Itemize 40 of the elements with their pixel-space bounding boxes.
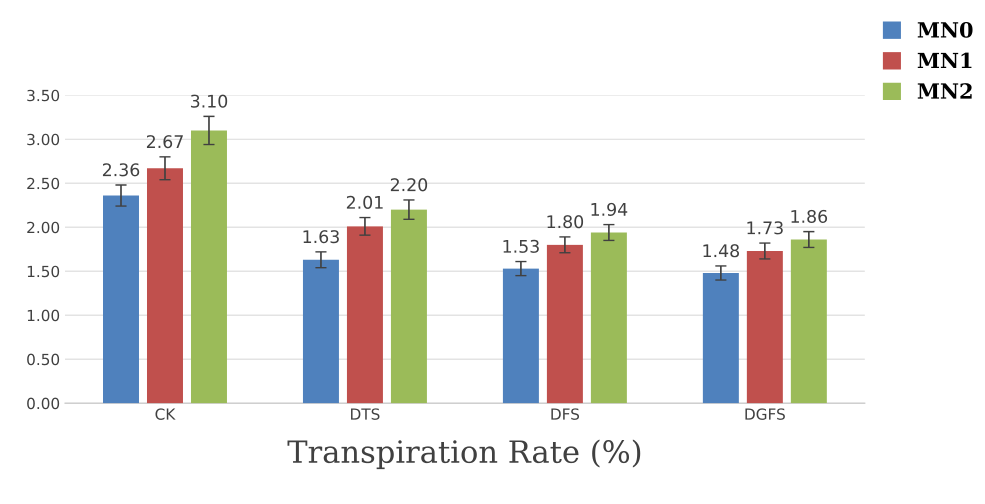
data-label: 1.73 bbox=[747, 221, 783, 234]
y-tick-label: 2.50 bbox=[27, 178, 60, 190]
y-tick-label: 1.00 bbox=[28, 310, 60, 322]
bar bbox=[790, 240, 827, 404]
bar bbox=[302, 260, 339, 404]
data-label: 2.67 bbox=[146, 135, 183, 148]
legend-label: MN1 bbox=[918, 52, 972, 68]
y-tick-label: 0.50 bbox=[27, 354, 60, 366]
x-tick-label: DTS bbox=[351, 408, 380, 420]
y-tick-label: 1.50 bbox=[28, 266, 60, 278]
data-label: 1.63 bbox=[304, 230, 339, 244]
data-label: 1.53 bbox=[503, 240, 539, 253]
x-tick-label: CK bbox=[156, 408, 176, 420]
data-label: 1.86 bbox=[791, 210, 828, 223]
y-tick-label: 2.00 bbox=[27, 222, 60, 234]
y-tick-label: 3.50 bbox=[27, 90, 60, 102]
data-label: 1.80 bbox=[547, 215, 584, 228]
bar bbox=[346, 226, 383, 404]
bar bbox=[390, 210, 427, 404]
y-tick-label: 3.00 bbox=[27, 134, 60, 146]
data-label: 1.48 bbox=[703, 244, 739, 258]
bar bbox=[546, 244, 583, 404]
x-tick-label: DFS bbox=[551, 408, 580, 420]
data-label: 3.10 bbox=[190, 94, 228, 108]
x-axis-title: Transpiration Rate (%) bbox=[288, 440, 640, 470]
bar bbox=[746, 250, 783, 404]
data-label: 2.36 bbox=[102, 163, 140, 176]
x-tick-label: DGFS bbox=[745, 408, 785, 420]
bar bbox=[190, 130, 227, 404]
bar bbox=[590, 232, 627, 404]
bar bbox=[146, 168, 183, 404]
legend-label: MN2 bbox=[918, 83, 972, 99]
data-label: 2.01 bbox=[346, 196, 383, 209]
data-label: 1.94 bbox=[591, 202, 628, 216]
y-tick-label: 0.00 bbox=[27, 398, 60, 410]
bar bbox=[103, 196, 139, 404]
data-label: 2.20 bbox=[390, 178, 428, 192]
bar bbox=[502, 268, 539, 404]
legend-label: MN0 bbox=[918, 22, 973, 38]
bar bbox=[702, 272, 739, 404]
